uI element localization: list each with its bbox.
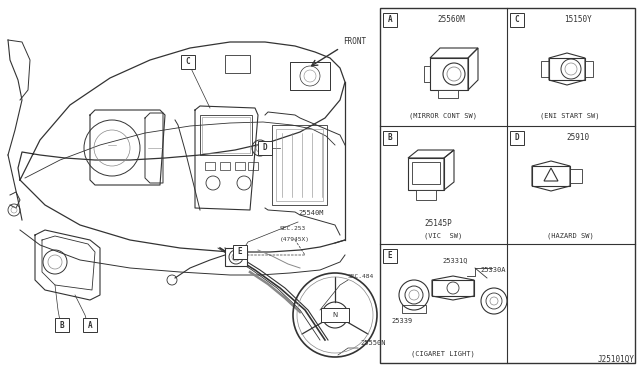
Text: A: A [88,321,92,330]
Bar [258,141,272,155]
Bar [225,55,250,73]
Text: C: C [186,58,190,67]
Text: 25145P: 25145P [424,219,452,228]
Text: E: E [388,251,392,260]
Text: N: N [332,312,338,318]
Bar [549,53,585,88]
Text: 25339: 25339 [392,318,413,324]
Bar [541,61,549,77]
Text: SEC.253: SEC.253 [280,226,307,231]
Bar [570,169,582,183]
Bar [205,162,215,170]
Text: A: A [388,16,392,25]
Bar [549,58,585,80]
Text: B: B [60,321,64,330]
Bar [380,8,635,363]
Bar [233,245,247,259]
Bar [202,117,250,153]
Bar [438,90,458,98]
Bar [416,190,436,200]
Bar [272,125,327,205]
Bar [248,162,258,170]
Text: (ENI START SW): (ENI START SW) [540,113,600,119]
Text: D: D [262,144,268,153]
Text: J25101QY: J25101QY [598,355,635,364]
Bar [235,162,245,170]
Bar [408,158,444,190]
Bar [220,162,230,170]
Text: SEC.484: SEC.484 [348,274,374,279]
Bar [585,61,593,77]
Text: C: C [515,16,519,25]
Text: 25560M: 25560M [437,16,465,25]
Bar [412,162,440,184]
Text: (HAZARD SW): (HAZARD SW) [547,233,593,239]
Text: E: E [237,247,243,257]
Text: (47945X): (47945X) [280,237,310,242]
Bar [55,318,69,332]
Bar [383,13,397,27]
Bar [181,55,195,69]
Bar [430,58,468,90]
Bar [83,318,97,332]
Text: 15150Y: 15150Y [564,16,592,25]
Bar [510,131,524,145]
Bar [290,62,330,90]
Bar [510,13,524,27]
Text: 25331Q: 25331Q [442,257,468,263]
Text: (CIGARET LIGHT): (CIGARET LIGHT) [411,351,475,357]
Bar [321,308,349,322]
Text: 25330A: 25330A [480,267,506,273]
Bar [532,166,570,186]
Text: B: B [388,134,392,142]
Text: D: D [515,134,519,142]
Text: FRONT: FRONT [343,37,366,46]
Bar [432,280,474,296]
Bar [383,249,397,263]
Bar [276,129,323,201]
Text: 25550N: 25550N [360,340,385,346]
Text: 25540M: 25540M [298,210,323,216]
Bar [532,161,570,191]
Text: (MIRROR CONT SW): (MIRROR CONT SW) [409,113,477,119]
Bar [383,131,397,145]
Text: (VIC  SW): (VIC SW) [424,233,462,239]
Text: 25910: 25910 [566,134,589,142]
Bar [402,305,426,313]
Bar [225,248,247,266]
Bar [200,115,252,155]
